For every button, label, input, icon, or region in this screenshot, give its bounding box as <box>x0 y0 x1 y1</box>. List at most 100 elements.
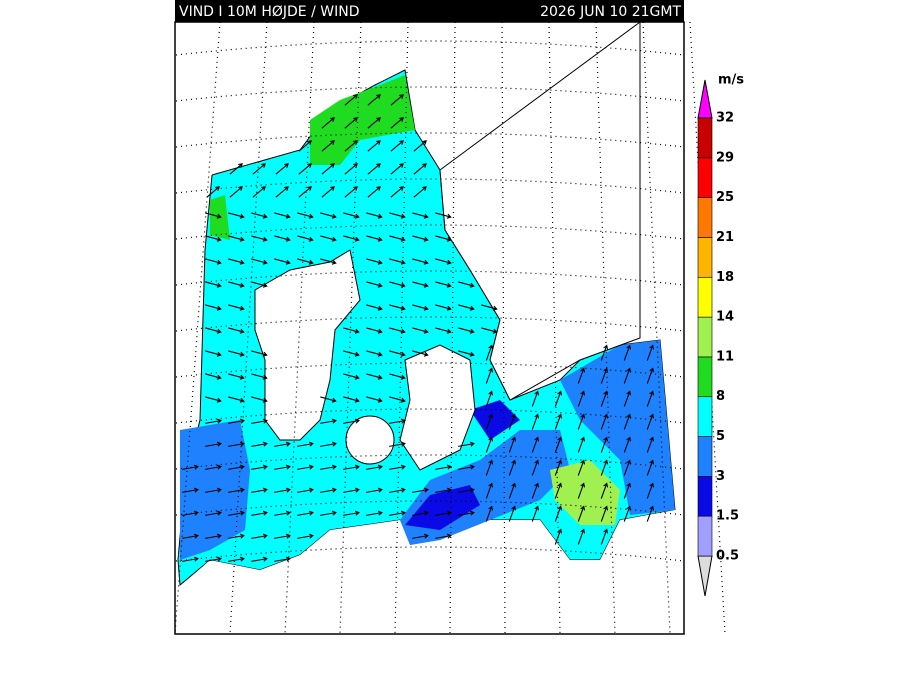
wind-arrow <box>297 235 314 242</box>
wind-arrow <box>531 459 540 476</box>
wind-arrow <box>343 327 360 334</box>
wind-arrow <box>252 163 266 175</box>
wind-arrow <box>251 235 268 242</box>
wind-arrow <box>366 304 383 311</box>
wind-arrow <box>481 327 498 334</box>
wind-arrow <box>458 487 475 493</box>
longitude-line <box>501 21 506 635</box>
wind-arrow <box>389 373 406 380</box>
wind-arrow <box>343 487 360 493</box>
wind-arrow <box>274 510 291 516</box>
wind-arrow <box>413 186 427 198</box>
wind-arrow <box>251 487 268 493</box>
wind-arrow <box>646 482 655 499</box>
legend-swatch <box>697 356 713 398</box>
latitude-line <box>175 270 685 286</box>
wind-arrow <box>389 487 406 493</box>
wind-arrow <box>320 464 337 470</box>
wind-arrow <box>577 367 586 384</box>
wind-arrow <box>205 281 222 288</box>
wind-arrow <box>458 510 475 516</box>
wind-arrow <box>390 117 404 129</box>
wind-arrow <box>646 367 655 384</box>
wind-arrow <box>297 441 314 447</box>
wind-arrow <box>389 281 406 288</box>
wind-arrow <box>343 212 360 219</box>
latitude-line <box>175 224 685 240</box>
map-date: 2026 JUN 10 21GMT <box>540 4 681 20</box>
latitude-line <box>175 86 685 102</box>
wind-arrow <box>205 350 222 357</box>
wind-arrow <box>344 117 358 129</box>
wind-arrow <box>485 505 494 522</box>
wind-arrow <box>389 327 406 334</box>
wind-arrow <box>435 212 452 219</box>
wind-arrow <box>228 258 245 265</box>
wind-arrow <box>577 390 586 407</box>
wind-arrow <box>458 350 475 357</box>
wind-arrow <box>646 505 655 522</box>
wind-arrow <box>508 459 517 476</box>
wind-arrow <box>485 367 494 384</box>
latitude-line <box>175 178 685 194</box>
wind-arrow <box>228 441 245 447</box>
longitude-line <box>229 21 268 635</box>
sea-dark-blue <box>470 400 520 440</box>
wind-arrow <box>531 390 540 407</box>
legend-swatch <box>697 237 713 278</box>
wind-arrow <box>389 510 406 516</box>
wind-arrow <box>344 94 358 106</box>
wind-arrow <box>485 459 494 476</box>
wind-arrow <box>251 510 268 516</box>
wind-arrow <box>320 487 337 493</box>
wind-arrow <box>228 556 245 562</box>
wind-arrow <box>251 418 268 424</box>
wind-arrow <box>481 304 498 311</box>
wind-arrow <box>531 413 540 430</box>
wind-arrow <box>646 459 655 476</box>
wind-arrow <box>366 487 383 493</box>
latitude-line <box>175 408 685 424</box>
wind-arrow <box>343 373 360 380</box>
wind-arrow <box>508 436 517 453</box>
wind-arrow <box>412 327 429 334</box>
wind-arrow <box>343 235 360 242</box>
wind-arrow <box>251 396 268 403</box>
wind-arrow <box>600 413 609 430</box>
wind-arrow <box>228 464 245 470</box>
wind-arrow <box>228 487 245 493</box>
wind-arrow <box>367 117 381 129</box>
longitude-line <box>642 21 671 635</box>
legend-swatch <box>697 316 713 358</box>
wind-arrow <box>274 464 291 470</box>
latitude-line <box>175 362 685 378</box>
latitude-line <box>175 454 685 470</box>
wind-arrow <box>458 464 475 470</box>
wind-arrow <box>182 556 199 562</box>
wind-arrow <box>646 390 655 407</box>
wind-arrow <box>554 436 563 453</box>
wind-arrow <box>600 459 609 476</box>
wind-arrow <box>205 327 222 334</box>
wind-arrow <box>274 441 291 447</box>
wind-arrow <box>205 441 222 447</box>
legend-swatch <box>697 197 713 238</box>
legend-label: 11 <box>716 349 734 364</box>
wind-arrow <box>344 140 358 152</box>
wind-arrow <box>297 258 314 265</box>
legend-swatch <box>697 396 713 437</box>
wind-arrow <box>205 510 222 516</box>
sea-green <box>550 460 620 525</box>
wind-arrow <box>366 373 383 380</box>
wind-arrow <box>206 186 220 198</box>
sea-dark-blue <box>405 485 480 530</box>
wind-arrow <box>435 533 452 539</box>
wind-arrow <box>251 281 268 288</box>
wind-arrow <box>298 186 312 198</box>
wind-arrow <box>600 528 609 545</box>
wind-arrow <box>297 533 314 539</box>
wind-arrow <box>623 367 632 384</box>
wind-arrow <box>646 413 655 430</box>
wind-arrow <box>485 436 494 453</box>
map-area <box>174 21 726 635</box>
